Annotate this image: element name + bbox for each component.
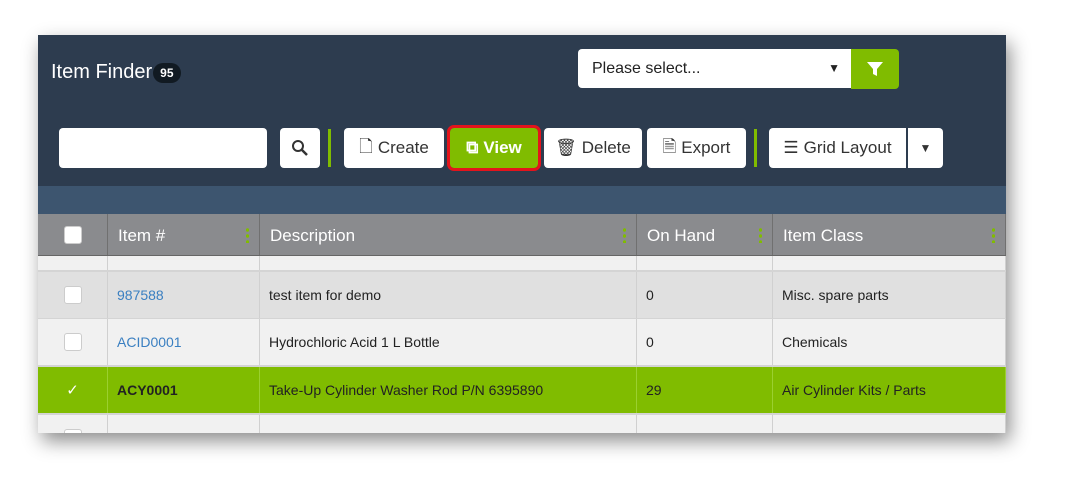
select-all-checkbox[interactable] (63, 225, 82, 244)
header: Item Finder 95 Please select... ▼ 🗋 Create … (38, 35, 1006, 186)
column-header-description[interactable]: Description (260, 214, 637, 255)
item-number-link[interactable]: ACID0001 (108, 319, 260, 365)
row-checkbox[interactable] (63, 333, 82, 351)
table-row[interactable]: ACY0001 Take-Up Cylinder Washer Rod P/N … (38, 415, 1006, 433)
toolbar-separator (754, 129, 757, 167)
item-class-cell: Air Cylinder Kits / Parts (773, 415, 1006, 433)
page-title: Item Finder 95 (51, 61, 181, 84)
description-cell: test item for demo (260, 272, 637, 318)
column-menu-icon[interactable] (623, 227, 626, 243)
description-cell: Take-Up Cylinder Washer Rod P/N 6395890 (260, 415, 637, 433)
create-label: Create (377, 138, 429, 157)
item-number-link[interactable]: ACY0001 (108, 367, 260, 413)
select-all-cell (38, 214, 108, 255)
trash-icon: 🗑 (555, 138, 577, 157)
grid-layout-dropdown[interactable]: ▼ (908, 128, 943, 168)
on-hand-cell: 0 (637, 319, 773, 365)
item-number-link[interactable]: ACY0001 (108, 415, 260, 433)
view-button[interactable]: ⧉ View (447, 125, 541, 171)
excel-file-icon: 🗎 (662, 136, 677, 156)
item-class-cell: Air Cylinder Kits / Parts (773, 367, 1006, 413)
filter-button[interactable] (851, 49, 899, 89)
column-menu-icon[interactable] (246, 227, 249, 243)
item-finder-window: Item Finder 95 Please select... ▼ 🗋 Create … (38, 35, 1006, 433)
table-row[interactable]: ✓ ACY0001 Take-Up Cylinder Washer Rod P/… (38, 367, 1006, 415)
column-header-item[interactable]: Item # (108, 214, 260, 255)
description-cell: Take-Up Cylinder Washer Rod P/N 6395890 (260, 367, 637, 413)
description-cell: Hydrochloric Acid 1 L Bottle (260, 319, 637, 365)
column-menu-icon[interactable] (759, 227, 762, 243)
row-select-cell (38, 319, 108, 365)
column-label: Item # (118, 226, 166, 245)
row-select-cell (38, 415, 108, 433)
table-header: Item # Description On Hand Item Class (38, 214, 1006, 256)
filter-select[interactable]: Please select... ▼ (578, 49, 852, 88)
row-checkbox[interactable] (63, 286, 82, 304)
on-hand-cell: 0 (637, 415, 773, 433)
title-text: Item Finder (51, 61, 153, 83)
caret-down-icon: ▼ (828, 61, 840, 75)
column-label: On Hand (647, 226, 716, 245)
column-header-on-hand[interactable]: On Hand (637, 214, 773, 255)
table-row-partial (38, 256, 1006, 272)
item-class-cell: Misc. spare parts (773, 272, 1006, 318)
list-icon: ☰ (783, 138, 799, 157)
column-menu-icon[interactable] (992, 227, 995, 243)
export-label: Export (681, 138, 731, 157)
table-row[interactable]: ACID0001 Hydrochloric Acid 1 L Bottle 0 … (38, 319, 1006, 367)
column-label: Item Class (783, 226, 864, 245)
search-icon (292, 140, 308, 156)
external-link-icon: ⧉ (466, 138, 479, 157)
column-header-item-class[interactable]: Item Class (773, 214, 1006, 255)
delete-button[interactable]: 🗑 Delete (544, 128, 642, 168)
filter-icon (867, 62, 883, 76)
column-label: Description (270, 226, 356, 245)
check-icon[interactable]: ✓ (66, 382, 79, 399)
select-value: Please select... (592, 60, 701, 77)
search-input[interactable] (59, 128, 267, 168)
view-label: View (483, 138, 522, 157)
item-class-cell: Chemicals (773, 319, 1006, 365)
table-row[interactable]: 987588 test item for demo 0 Misc. spare … (38, 272, 1006, 320)
count-badge: 95 (153, 62, 181, 83)
row-select-cell (38, 272, 108, 318)
item-number-link[interactable]: 987588 (108, 272, 260, 318)
new-file-icon: 🗋 (359, 136, 373, 156)
caret-down-icon: ▼ (919, 141, 932, 155)
grid-layout-label: Grid Layout (803, 138, 892, 157)
on-hand-cell: 29 (637, 367, 773, 413)
create-button[interactable]: 🗋 Create (344, 128, 444, 168)
toolbar-separator (328, 129, 331, 167)
on-hand-cell: 0 (637, 272, 773, 318)
grid-toolbar-strip (38, 186, 1006, 214)
delete-label: Delete (581, 138, 631, 157)
grid-layout-button[interactable]: ☰ Grid Layout (769, 128, 906, 168)
row-select-cell: ✓ (38, 367, 108, 413)
search-button[interactable] (280, 128, 320, 168)
export-button[interactable]: 🗎 Export (647, 128, 746, 168)
row-checkbox[interactable] (63, 429, 82, 433)
